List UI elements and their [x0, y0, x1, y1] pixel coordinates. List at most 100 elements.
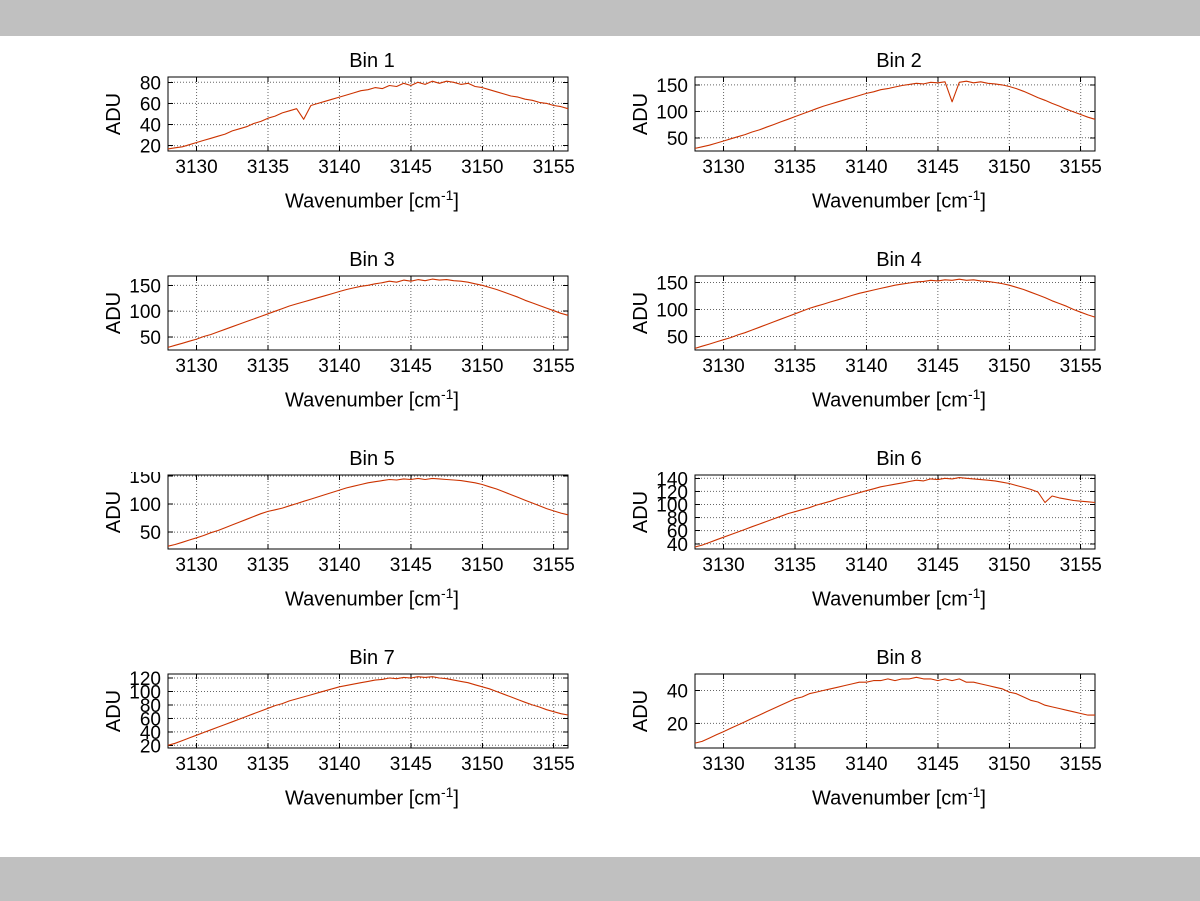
x-tick-label: 3140 — [318, 754, 360, 775]
subplot-bin-5: Bin 5 50 100 150 3130 3135 3140 3145 3150 3155 ADU… — [103, 446, 576, 611]
x-axis-label: Wavenumber [cm-1] — [633, 382, 1103, 412]
x-tick-label: 3130 — [702, 157, 744, 178]
axes-box — [167, 76, 569, 152]
subplot-bin-7: Bin 7 20 40 60 80 100 120 3130 3135 3140 3145 3150 3… — [103, 645, 576, 810]
y-axis-label: ADU — [106, 93, 125, 135]
x-axis-label: Wavenumber [cm-1] — [633, 581, 1103, 611]
y-tick-label: 50 — [140, 328, 161, 349]
x-tick-label: 3155 — [533, 555, 575, 576]
x-axis-label-text: ] — [980, 588, 986, 611]
y-tick-label: 40 — [667, 535, 688, 556]
y-tick-label: 80 — [140, 74, 161, 94]
chart-title: Bin 8 — [876, 647, 922, 669]
subplot-bin-3: Bin 3 50 100 150 3130 3135 3140 3145 3150 3155 ADU… — [103, 247, 576, 412]
y-axis-label: ADU — [633, 690, 652, 732]
x-axis-label-superscript: -1 — [967, 187, 981, 203]
x-axis-label-text: ] — [453, 588, 459, 611]
y-axis-label: ADU — [633, 93, 652, 135]
y-tick-label: 40 — [667, 681, 688, 702]
x-tick-label: 3145 — [917, 356, 959, 377]
x-tick-label: 3155 — [533, 754, 575, 775]
x-tick-label: 3155 — [1060, 356, 1102, 377]
subplot-bin-6: Bin 6 40 60 80 100 120 140 3130 3135 3140 3145 3150… — [630, 446, 1103, 611]
chart-title: Bin 4 — [876, 249, 922, 271]
x-axis-label-text: Wavenumber [cm — [285, 190, 441, 213]
y-tick-label: 120 — [129, 671, 161, 690]
y-tick-label: 80 — [140, 696, 161, 717]
chart-title: Bin 3 — [349, 249, 395, 271]
y-tick-label: 100 — [656, 300, 688, 321]
x-tick-label: 3135 — [774, 754, 816, 775]
x-tick-label: 3130 — [702, 555, 744, 576]
y-tick-label: 50 — [667, 129, 688, 150]
chart-plot: 50 100 150 3130 3135 3140 3145 3150 3155 ADU — [103, 275, 575, 377]
x-tick-label: 3135 — [247, 356, 289, 377]
x-axis-label-text: ] — [980, 389, 986, 412]
window-chrome-top — [0, 0, 1200, 36]
y-tick-label: 150 — [129, 472, 161, 488]
x-tick-label: 3150 — [988, 157, 1030, 178]
x-tick-label: 3140 — [845, 555, 887, 576]
x-axis-label-superscript: -1 — [440, 386, 454, 402]
window-chrome-bottom — [0, 857, 1200, 901]
chart-plot: 50 100 150 3130 3135 3140 3145 3150 3155 ADU — [630, 76, 1102, 178]
y-tick-label: 80 — [667, 509, 688, 530]
y-tick-label: 100 — [656, 495, 688, 516]
x-tick-label: 3140 — [318, 555, 360, 576]
y-tick-label: 100 — [129, 495, 161, 516]
x-axis-label-superscript: -1 — [967, 585, 981, 601]
subplot-bin-8: Bin 8 20 40 3130 3135 3140 3145 3150 3155 ADU Wave… — [630, 645, 1103, 810]
x-tick-label: 3145 — [917, 157, 959, 178]
x-tick-label: 3145 — [390, 754, 432, 775]
y-tick-label: 20 — [140, 736, 161, 757]
axes-box — [167, 275, 569, 351]
subplot-bin-4: Bin 4 50 100 150 3130 3135 3140 3145 3150 3155 ADU… — [630, 247, 1103, 412]
x-tick-label: 3135 — [774, 356, 816, 377]
x-tick-label: 3135 — [774, 555, 816, 576]
subplot-bin-2: Bin 2 50 100 150 3130 3135 3140 3145 3150 3155 ADU… — [630, 48, 1103, 213]
x-tick-label: 3140 — [318, 356, 360, 377]
x-tick-label: 3130 — [175, 754, 217, 775]
x-axis-label-text: ] — [980, 190, 986, 213]
axes-box — [694, 673, 1096, 749]
data-line — [694, 477, 1096, 548]
x-tick-label: 3140 — [318, 157, 360, 178]
figure-canvas: Bin 1 20 40 60 80 3130 3135 3140 3145 3150 3155 ADU… — [0, 36, 1200, 857]
y-tick-label: 100 — [656, 102, 688, 123]
x-axis-label-text: Wavenumber [cm — [285, 787, 441, 810]
y-axis-label: ADU — [633, 491, 652, 533]
y-tick-label: 150 — [129, 276, 161, 297]
axes-box — [694, 275, 1096, 351]
x-tick-label: 3130 — [175, 157, 217, 178]
y-axis-label: ADU — [106, 491, 125, 533]
x-axis-label-text: ] — [453, 787, 459, 810]
data-line — [167, 80, 569, 150]
x-tick-label: 3135 — [247, 157, 289, 178]
x-tick-label: 3140 — [845, 157, 887, 178]
x-tick-label: 3135 — [247, 555, 289, 576]
y-axis-label: ADU — [106, 690, 125, 732]
axes-box — [694, 76, 1096, 152]
y-tick-label: 50 — [140, 523, 161, 544]
x-axis-label-text: Wavenumber [cm — [812, 190, 968, 213]
x-tick-label: 3130 — [702, 356, 744, 377]
x-tick-label: 3155 — [1060, 555, 1102, 576]
data-line — [167, 278, 569, 348]
x-axis-label: Wavenumber [cm-1] — [633, 183, 1103, 213]
x-tick-label: 3155 — [533, 356, 575, 377]
chart-title: Bin 1 — [349, 50, 395, 72]
y-tick-label: 60 — [140, 709, 161, 730]
data-line — [167, 676, 569, 746]
axes-box — [167, 673, 569, 749]
chart-plot: 50 100 150 3130 3135 3140 3145 3150 3155 ADU — [103, 467, 575, 576]
x-axis-label: Wavenumber [cm-1] — [106, 183, 576, 213]
x-tick-label: 3150 — [988, 754, 1030, 775]
chart-title: Bin 7 — [349, 647, 395, 669]
x-tick-label: 3150 — [461, 555, 503, 576]
axes-box — [694, 474, 1096, 550]
x-tick-label: 3150 — [461, 356, 503, 377]
y-axis-label: ADU — [106, 292, 125, 334]
x-tick-label: 3150 — [988, 356, 1030, 377]
x-tick-label: 3130 — [175, 555, 217, 576]
